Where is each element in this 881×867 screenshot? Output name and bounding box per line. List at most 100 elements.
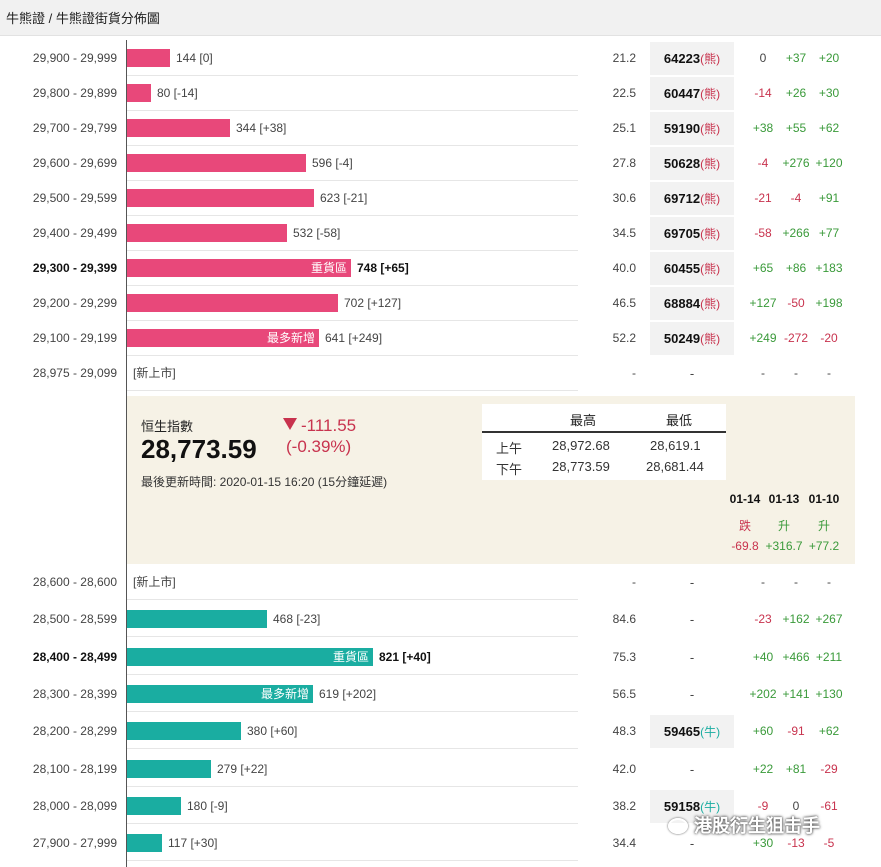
warrant-code-empty: -: [689, 612, 695, 628]
hsi-distance-pct: 46.5: [612, 296, 636, 310]
volume-bar: 最多新增: [127, 329, 319, 347]
warrant-code[interactable]: 59190(熊): [650, 112, 734, 145]
warrant-kind: (熊): [700, 192, 721, 206]
strike-range: 28,300 - 28,399: [32, 686, 117, 701]
strike-range: 28,500 - 28,599: [32, 612, 117, 627]
day1-change: -: [761, 575, 765, 589]
day-change: +77.2: [808, 539, 840, 553]
warrant-code-number: 60455: [663, 261, 701, 276]
strike-range: 29,700 - 29,799: [32, 121, 117, 135]
volume-bar: 最多新增: [127, 684, 313, 703]
watermark: 港股衍生狙击手: [668, 812, 820, 838]
day3-change: -61: [820, 798, 838, 813]
hsi-distance-pct: 48.3: [612, 724, 636, 739]
warrant-code[interactable]: 60447(熊): [650, 77, 734, 110]
day3-change: +120: [815, 156, 843, 170]
warrant-code: -: [650, 827, 734, 860]
row-divider: [127, 822, 578, 824]
bar-value-label: 468 [-23]: [273, 612, 321, 627]
day1-change: -21: [754, 191, 772, 205]
day1-change: +60: [752, 724, 774, 739]
pm-low: 28,681.44: [646, 459, 704, 474]
warrant-code-number: 60447: [663, 86, 701, 101]
day2-change: +162: [782, 612, 810, 627]
bar-value-label: 821 [+40]: [379, 649, 431, 664]
bar-value-label: 702 [+127]: [344, 296, 402, 310]
hsi-distance-pct: -: [632, 575, 636, 589]
row-divider: [127, 785, 578, 787]
day2-change: -272: [783, 331, 809, 345]
row-divider: [127, 110, 578, 111]
day2-change: 0: [792, 798, 800, 813]
bar-value-label: [新上市]: [133, 366, 176, 380]
day3-change: +91: [818, 191, 840, 205]
day-date: 01-14: [729, 492, 761, 506]
day2-change: +141: [782, 686, 810, 701]
bar-value-label: 619 [+202]: [319, 686, 377, 701]
bar-value-label: 380 [+60]: [247, 724, 298, 739]
warrant-code: -: [650, 753, 734, 786]
warrant-code[interactable]: 60455(熊): [650, 252, 734, 285]
volume-bar: 重貨區: [127, 647, 373, 666]
table-row: 28,600 - 28,600 [新上市] - - - - -: [0, 565, 881, 600]
warrant-kind: (熊): [700, 87, 721, 101]
warrant-code[interactable]: 69712(熊): [650, 182, 734, 215]
day2-change: -13: [787, 836, 805, 851]
warrant-code-number: 50628: [663, 156, 701, 171]
day-date: 01-10: [808, 492, 840, 506]
warrant-code: -: [650, 357, 734, 390]
bar-value-label: 180 [-9]: [187, 798, 228, 813]
am-label: 上午: [496, 441, 523, 456]
day3-change: +211: [815, 649, 843, 664]
warrant-code[interactable]: 64223(熊): [650, 42, 734, 75]
table-row: 29,500 - 29,599 623 [-21] 30.6 69712(熊) -21 -…: [0, 181, 881, 216]
hsi-distance-pct: 56.5: [612, 686, 636, 701]
warrant-code: -: [650, 678, 734, 711]
warrant-code[interactable]: 59465(牛): [650, 715, 734, 749]
day2-change: -: [794, 575, 798, 589]
table-rule: [482, 431, 726, 433]
day2-change: -50: [787, 296, 805, 310]
day1-change: -4: [757, 156, 769, 170]
warrant-kind: (熊): [700, 157, 721, 171]
index-panel: 恒生指數 28,773.59 -111.55 (-0.39%) 最後更新時間: …: [127, 396, 855, 564]
day-change: +316.7: [765, 539, 803, 553]
warrant-code[interactable]: 50628(熊): [650, 147, 734, 180]
day2-change: +37: [785, 51, 807, 65]
bar-value-label: 641 [+249]: [325, 331, 383, 345]
volume-bar: 重貨區: [127, 259, 351, 277]
warrant-kind: (熊): [700, 227, 721, 241]
bar-tag: 重貨區: [310, 261, 347, 275]
day2-change: -4: [790, 191, 802, 205]
day1-change: -58: [754, 226, 772, 240]
table-row: 28,400 - 28,499 重貨區 821 [+40] 75.3 - +40 +466 +…: [0, 640, 881, 675]
warrant-code[interactable]: 69705(熊): [650, 217, 734, 250]
volume-bar: [127, 49, 170, 67]
table-row: 29,900 - 29,999 144 [0] 21.2 64223(熊) 0 +37 +2…: [0, 41, 881, 76]
volume-bar: [127, 189, 314, 207]
volume-bar: [127, 722, 241, 741]
pm-label: 下午: [496, 462, 523, 477]
table-row: 28,975 - 29,099 [新上市] - - - - -: [0, 356, 881, 391]
row-divider: [127, 673, 578, 675]
bar-value-label: 144 [0]: [176, 51, 213, 65]
strike-range: 28,200 - 28,299: [32, 724, 117, 739]
day2-change: -91: [787, 724, 805, 739]
hsi-distance-pct: 84.6: [612, 612, 636, 627]
day3-change: -20: [820, 331, 838, 345]
last-updated: 最後更新時間: 2020-01-15 16:20 (15分鐘延遲): [141, 475, 388, 489]
row-divider: [127, 860, 578, 862]
hsi-distance-pct: 34.5: [612, 226, 636, 240]
warrant-code[interactable]: 59158(牛): [650, 789, 734, 823]
am-high: 28,972.68: [552, 438, 610, 453]
warrant-code[interactable]: 68884(熊): [650, 287, 734, 320]
day1-change: +30: [752, 836, 774, 851]
wechat-icon: [668, 818, 688, 834]
table-row: 27,900 - 27,999 117 [+30] 34.4 - +30 -13 -5: [0, 826, 881, 862]
index-change: -111.55: [283, 416, 356, 436]
warrant-code[interactable]: 50249(熊): [650, 322, 734, 355]
index-change-value: -111.55: [301, 416, 357, 435]
day1-change: +22: [752, 761, 774, 776]
volume-bar: [127, 294, 338, 312]
bar-tag: 最多新增: [266, 331, 315, 345]
